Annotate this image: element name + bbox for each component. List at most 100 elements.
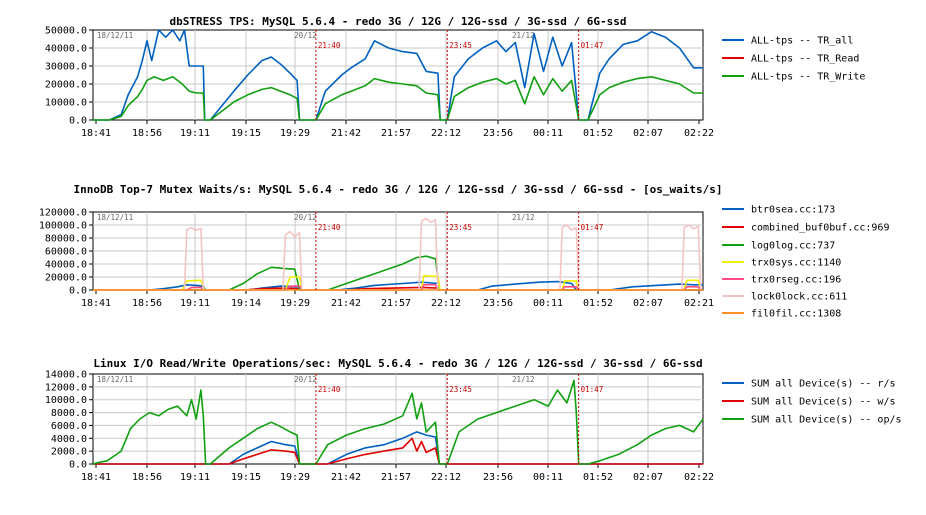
x-tick-label: 19:29 [280, 128, 310, 139]
y-tick-label: 8000.0 [51, 408, 87, 419]
date-label: 21/12 [512, 213, 535, 222]
legend-label: combined_buf0buf.cc:969 [751, 223, 889, 234]
chart-title: InnoDB Top-7 Mutex Waits/s: MySQL 5.6.4 … [73, 183, 722, 196]
date-label: 18/12/11 [97, 375, 133, 384]
run-marker-label: 23:45 [449, 223, 472, 232]
x-tick-label: 18:41 [81, 128, 111, 139]
x-tick-label: 00:11 [533, 472, 563, 483]
series-line [93, 431, 703, 465]
series-line [93, 255, 703, 291]
legend-label: ALL-tps -- TR_all [751, 36, 853, 47]
series-line [92, 379, 704, 465]
chart-title: dbSTRESS TPS: MySQL 5.6.4 - redo 3G / 12… [170, 15, 627, 28]
x-tick-label: 19:15 [231, 128, 261, 139]
x-tick-label: 18:56 [132, 472, 162, 483]
x-tick-label: 22:12 [431, 128, 461, 139]
y-tick-label: 60000.0 [45, 247, 87, 258]
x-tick-label: 01:52 [583, 128, 613, 139]
legend-label: log0log.cc:737 [751, 241, 835, 252]
x-tick-label: 23:56 [483, 472, 513, 483]
y-tick-label: 80000.0 [45, 234, 87, 245]
run-marker-label: 23:45 [449, 385, 472, 394]
x-tick-label: 19:29 [280, 298, 310, 309]
y-tick-label: 20000.0 [45, 273, 87, 284]
x-tick-label: 19:11 [180, 298, 210, 309]
x-tick-label: 22:12 [431, 298, 461, 309]
chart-panel-1: dbSTRESS TPS: MySQL 5.6.4 - redo 3G / 12… [45, 15, 866, 139]
y-tick-label: 6000.0 [51, 421, 87, 432]
y-tick-label: 14000.0 [45, 370, 87, 381]
y-tick-label: 10000.0 [45, 98, 87, 109]
y-tick-label: 12000.0 [45, 382, 87, 393]
legend-label: fil0fil.cc:1308 [751, 309, 841, 320]
y-tick-label: 100000.0 [39, 221, 87, 232]
x-tick-label: 21:42 [331, 298, 361, 309]
x-tick-label: 01:52 [583, 472, 613, 483]
chart-panel-2: InnoDB Top-7 Mutex Waits/s: MySQL 5.6.4 … [39, 183, 890, 320]
x-tick-label: 18:41 [81, 472, 111, 483]
y-tick-label: 120000.0 [39, 208, 87, 219]
date-label: 20/12 [294, 213, 317, 222]
date-label: 18/12/11 [97, 213, 133, 222]
x-tick-label: 19:29 [280, 472, 310, 483]
x-tick-label: 19:11 [180, 128, 210, 139]
legend-label: btr0sea.cc:173 [751, 205, 835, 216]
run-marker-label: 21:40 [318, 41, 341, 50]
legend-label: SUM all Device(s) -- w/s [751, 397, 896, 408]
legend-label: trx0sys.cc:1140 [751, 258, 841, 269]
y-tick-label: 0.0 [69, 286, 87, 297]
x-tick-label: 23:56 [483, 298, 513, 309]
x-tick-label: 18:56 [132, 128, 162, 139]
run-marker-label: 21:40 [318, 385, 341, 394]
series-line [93, 437, 703, 465]
x-tick-label: 02:21 [684, 298, 714, 309]
y-tick-label: 40000.0 [45, 260, 87, 271]
x-tick-label: 19:11 [180, 472, 210, 483]
x-tick-label: 19:14 [231, 298, 261, 309]
x-tick-label: 02:22 [684, 472, 714, 483]
x-tick-label: 02:07 [633, 128, 663, 139]
run-marker-label: 01:47 [581, 223, 604, 232]
chart-panel-3: Linux I/O Read/Write Operations/sec: MyS… [45, 357, 902, 483]
x-tick-label: 00:11 [533, 128, 563, 139]
run-marker-label: 01:47 [581, 41, 604, 50]
y-tick-label: 0.0 [69, 116, 87, 127]
series-line [93, 29, 703, 121]
x-tick-label: 18:56 [132, 298, 162, 309]
x-tick-label: 21:57 [381, 128, 411, 139]
y-tick-label: 40000.0 [45, 44, 87, 55]
legend-label: trx0rseg.cc:196 [751, 275, 841, 286]
legend-label: ALL-tps -- TR_Write [751, 72, 865, 83]
plot-frame [92, 29, 704, 121]
date-label: 18/12/11 [97, 31, 133, 40]
date-label: 20/12 [294, 375, 317, 384]
x-tick-label: 23:56 [483, 128, 513, 139]
y-tick-label: 0.0 [69, 460, 87, 471]
x-tick-label: 21:42 [331, 128, 361, 139]
date-label: 21/12 [512, 31, 535, 40]
x-tick-label: 21:57 [381, 472, 411, 483]
y-tick-label: 4000.0 [51, 434, 87, 445]
y-tick-label: 2000.0 [51, 447, 87, 458]
legend-label: SUM all Device(s) -- op/s [751, 415, 902, 426]
run-marker-label: 21:40 [318, 223, 341, 232]
x-tick-label: 21:57 [381, 298, 411, 309]
y-tick-label: 10000.0 [45, 395, 87, 406]
x-tick-label: 02:07 [633, 472, 663, 483]
date-label: 21/12 [512, 375, 535, 384]
date-label: 20/12 [294, 31, 317, 40]
plot-frame [92, 373, 704, 465]
x-tick-label: 21:42 [331, 472, 361, 483]
y-tick-label: 30000.0 [45, 62, 87, 73]
x-tick-label: 19:15 [231, 472, 261, 483]
chart-title: Linux I/O Read/Write Operations/sec: MyS… [93, 357, 702, 370]
x-tick-label: 02:07 [633, 298, 663, 309]
x-tick-label: 18:41 [81, 298, 111, 309]
legend-label: SUM all Device(s) -- r/s [751, 379, 896, 390]
legend-label: ALL-tps -- TR_Read [751, 54, 859, 65]
y-tick-label: 50000.0 [45, 26, 87, 37]
run-marker-label: 01:47 [581, 385, 604, 394]
legend-label: lock0lock.cc:611 [751, 292, 847, 303]
y-tick-label: 20000.0 [45, 80, 87, 91]
